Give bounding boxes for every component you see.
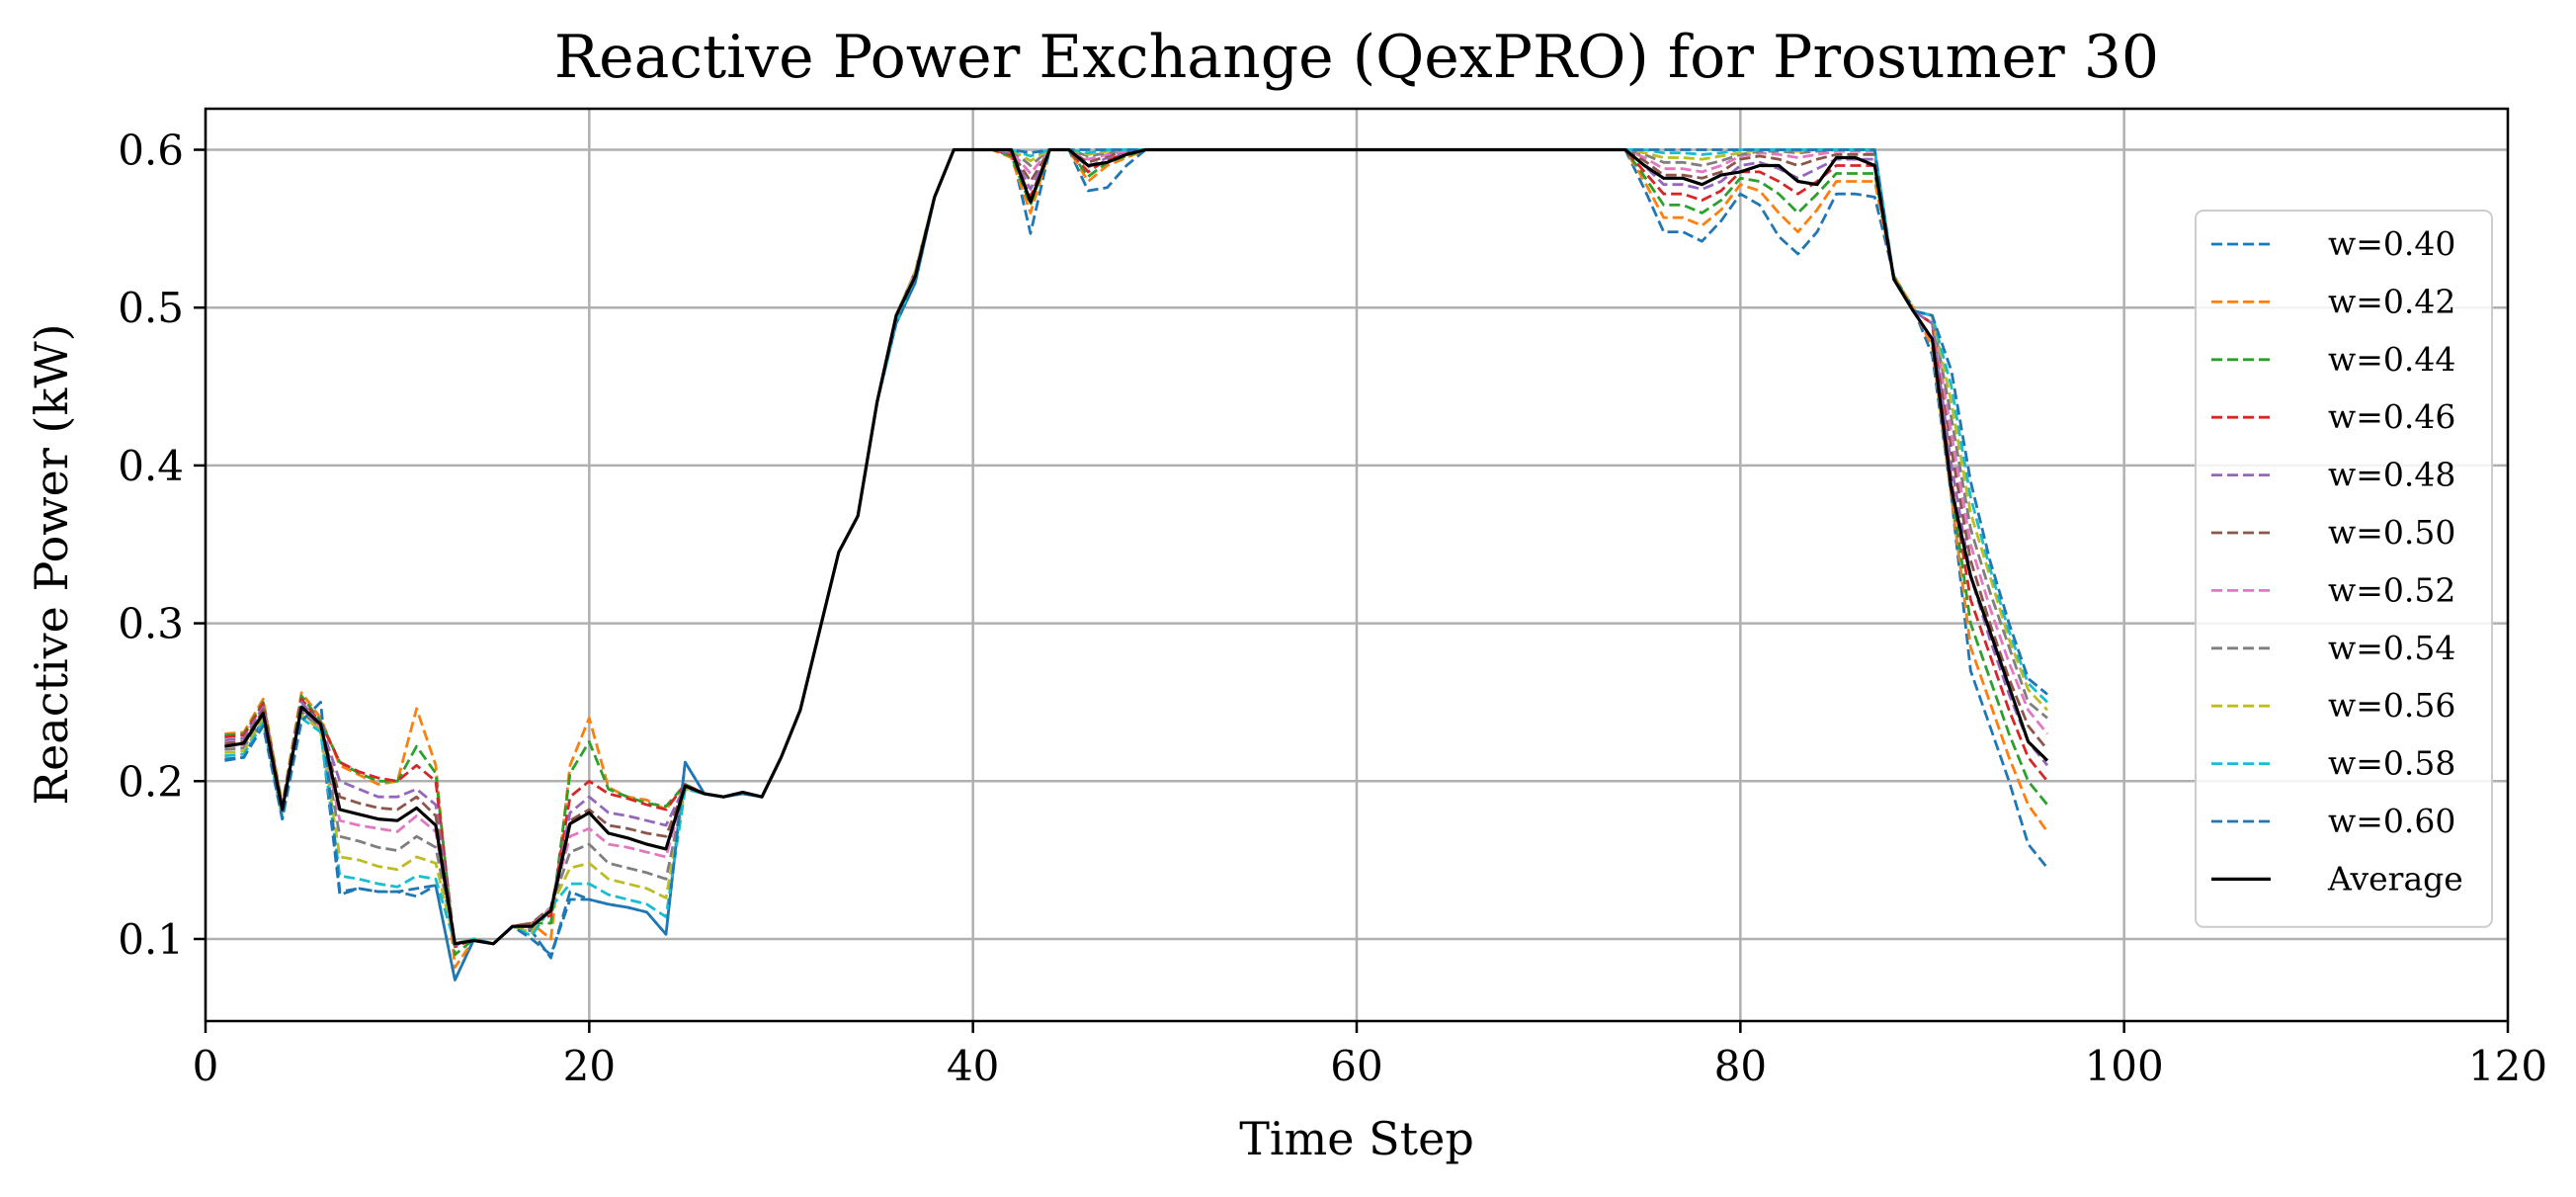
legend-label: w=0.48 (2328, 456, 2455, 494)
x-tick-label: 100 (2085, 1042, 2164, 1090)
legend-label: w=0.44 (2328, 340, 2455, 379)
y-tick-label: 0.1 (118, 915, 184, 964)
legend: w=0.40 w=0.42 w=0.44 w=0.46 w=0.48 w=0.50 w=0.… (2195, 210, 2493, 928)
legend-label: w=0.58 (2328, 744, 2455, 783)
y-tick-label: 0.5 (118, 284, 184, 332)
legend-label: w=0.40 (2328, 224, 2455, 263)
legend-label: w=0.50 (2328, 513, 2455, 552)
legend-label: w=0.54 (2328, 629, 2455, 667)
legend-label: w=0.60 (2328, 802, 2455, 840)
x-tick-label: 0 (193, 1042, 219, 1090)
legend-label: w=0.42 (2328, 282, 2455, 320)
legend-label: w=0.56 (2328, 686, 2455, 725)
x-tick-label: 40 (947, 1042, 999, 1090)
series-line (224, 148, 2048, 946)
legend-label: w=0.46 (2328, 397, 2455, 436)
chart-title: Reactive Power Exchange (QexPRO) for Pro… (554, 23, 2159, 92)
series-line (224, 148, 2048, 982)
average-line (224, 147, 2049, 946)
x-tick-label: 20 (563, 1042, 616, 1090)
x-tick-label: 120 (2468, 1042, 2547, 1090)
legend-label: Average (2327, 859, 2463, 898)
x-tick-label: 80 (1714, 1042, 1767, 1090)
x-axis-label: Time Step (1239, 1112, 1474, 1165)
x-tick-label: 60 (1330, 1042, 1382, 1090)
y-tick-label: 0.6 (118, 127, 184, 175)
series-lines (224, 147, 2049, 982)
legend-label: w=0.52 (2328, 570, 2455, 609)
y-axis-label: Reactive Power (kW) (25, 323, 78, 805)
y-tick-label: 0.3 (118, 600, 184, 648)
legend-frame (2195, 210, 2493, 928)
y-tick-label: 0.2 (118, 757, 184, 806)
y-tick-label: 0.4 (118, 442, 184, 490)
axis-ticks: 0 20 40 60 80 100 120 0.1 0.2 0.3 0.4 0.5 0.6 (118, 127, 2547, 1090)
